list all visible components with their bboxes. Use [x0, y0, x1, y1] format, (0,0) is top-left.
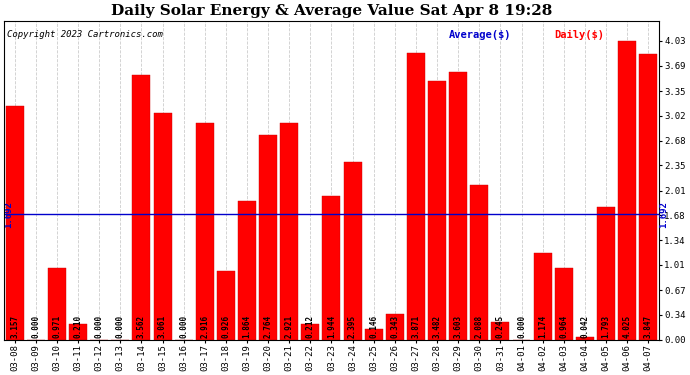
Text: 0.245: 0.245	[496, 315, 505, 338]
Title: Daily Solar Energy & Average Value Sat Apr 8 19:28: Daily Solar Energy & Average Value Sat A…	[111, 4, 552, 18]
Text: 3.562: 3.562	[137, 315, 146, 338]
Bar	[555, 268, 573, 340]
Text: 3.482: 3.482	[433, 315, 442, 338]
Bar	[217, 271, 235, 340]
Bar	[618, 41, 636, 340]
Bar	[491, 322, 509, 340]
Text: 3.871: 3.871	[411, 315, 420, 338]
Bar	[154, 112, 172, 340]
Text: 0.146: 0.146	[369, 315, 378, 338]
Bar	[48, 268, 66, 340]
Bar	[449, 72, 467, 340]
Text: 1.864: 1.864	[242, 315, 252, 338]
Text: 1.944: 1.944	[327, 315, 336, 338]
Bar	[365, 329, 383, 340]
Bar	[533, 253, 551, 340]
Bar	[280, 123, 298, 340]
Bar	[386, 314, 404, 340]
Bar	[302, 324, 319, 340]
Text: 0.343: 0.343	[391, 315, 400, 338]
Text: 1.692: 1.692	[4, 201, 13, 228]
Text: 2.764: 2.764	[264, 315, 273, 338]
Text: 1.174: 1.174	[538, 315, 547, 338]
Text: 0.000: 0.000	[116, 315, 125, 338]
Bar	[238, 201, 256, 340]
Text: 3.157: 3.157	[10, 315, 19, 338]
Text: 2.921: 2.921	[285, 315, 294, 338]
Text: 0.210: 0.210	[74, 315, 83, 338]
Bar	[322, 195, 340, 340]
Text: Average($): Average($)	[449, 30, 512, 40]
Bar	[344, 162, 362, 340]
Bar	[259, 135, 277, 340]
Text: 0.000: 0.000	[31, 315, 40, 338]
Text: 2.088: 2.088	[475, 315, 484, 338]
Text: 0.212: 0.212	[306, 315, 315, 338]
Text: 3.061: 3.061	[158, 315, 167, 338]
Text: 0.042: 0.042	[580, 315, 589, 338]
Text: 1.793: 1.793	[602, 315, 611, 338]
Text: 4.025: 4.025	[622, 315, 631, 338]
Bar	[196, 123, 214, 340]
Text: 1.692: 1.692	[659, 201, 668, 228]
Text: 0.971: 0.971	[52, 315, 61, 338]
Bar	[597, 207, 615, 340]
Bar	[471, 185, 489, 340]
Bar	[407, 53, 425, 340]
Bar	[428, 81, 446, 340]
Text: Daily($): Daily($)	[554, 30, 604, 40]
Text: 3.847: 3.847	[644, 315, 653, 338]
Bar	[576, 337, 594, 340]
Bar	[6, 105, 23, 340]
Text: 0.964: 0.964	[560, 315, 569, 338]
Text: 2.395: 2.395	[348, 315, 357, 338]
Text: 3.603: 3.603	[453, 315, 463, 338]
Text: 0.000: 0.000	[95, 315, 103, 338]
Text: 0.000: 0.000	[517, 315, 526, 338]
Text: 2.916: 2.916	[200, 315, 209, 338]
Bar	[639, 54, 657, 340]
Text: 0.926: 0.926	[221, 315, 230, 338]
Text: Copyright 2023 Cartronics.com: Copyright 2023 Cartronics.com	[8, 30, 164, 39]
Bar	[132, 75, 150, 340]
Bar	[69, 324, 87, 340]
Text: 0.000: 0.000	[179, 315, 188, 338]
